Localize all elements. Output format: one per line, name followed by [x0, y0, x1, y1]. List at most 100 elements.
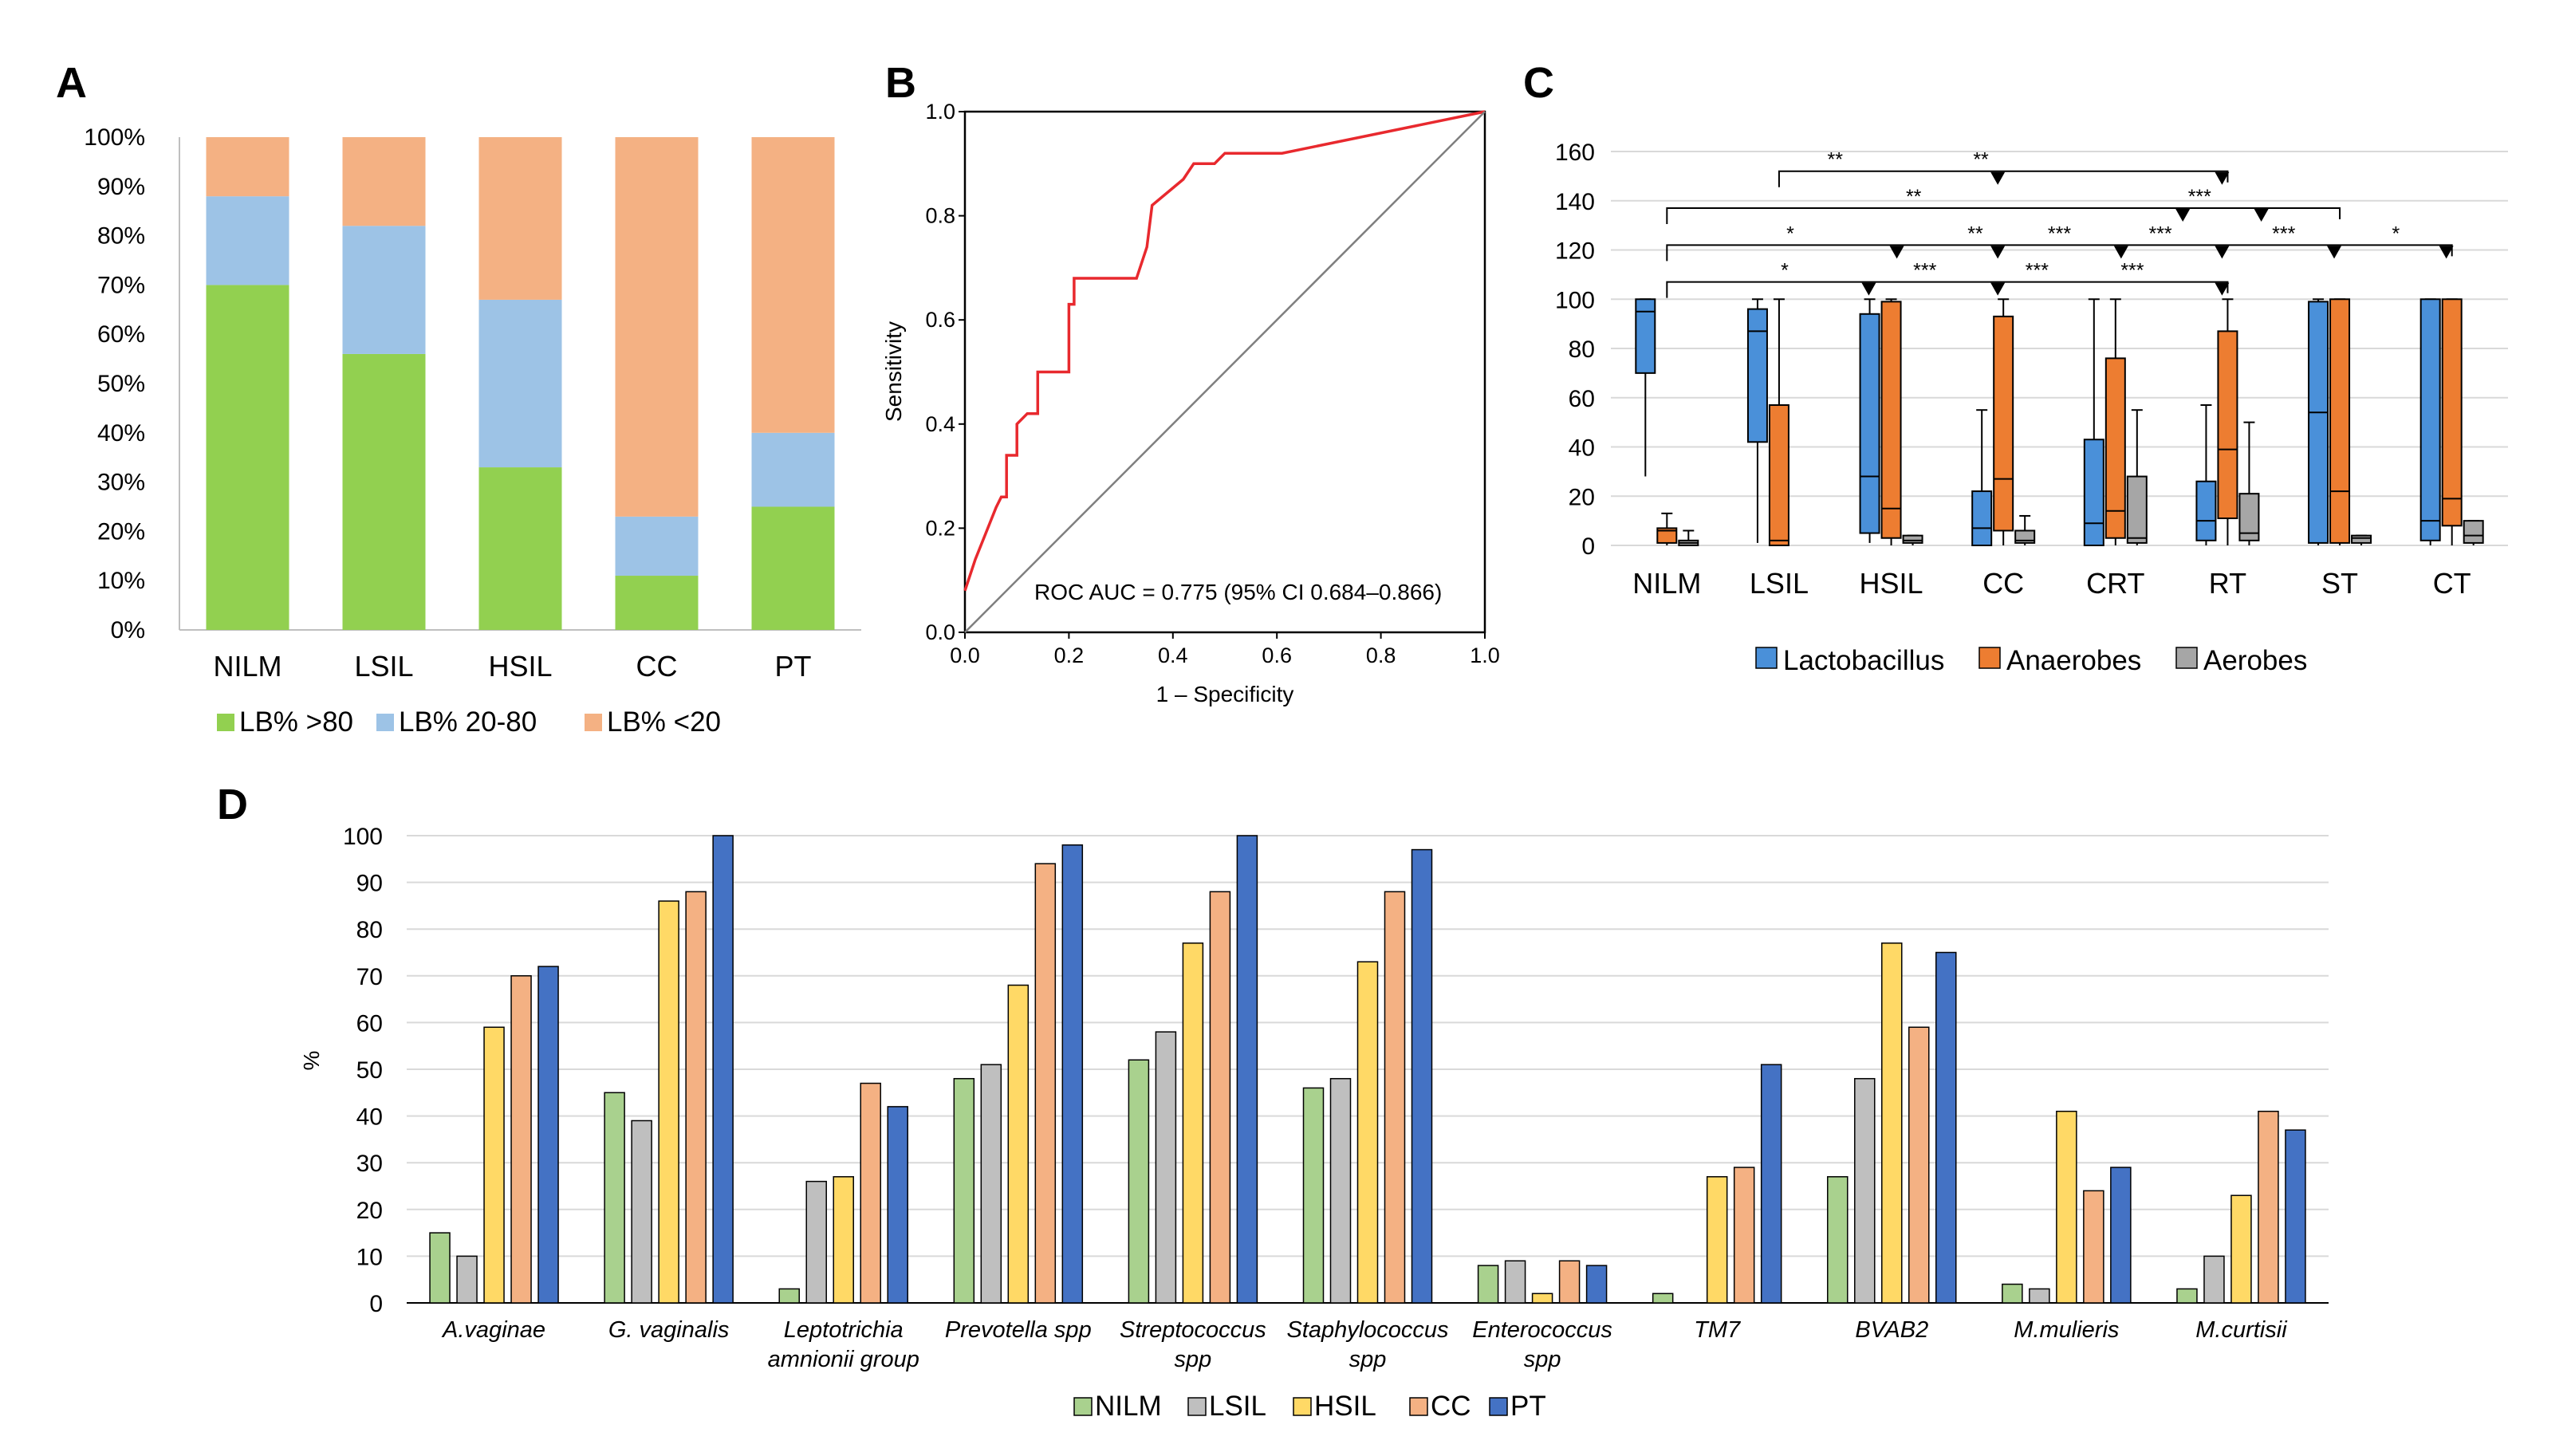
panel-d-bar-leptotrichia-amnionii-group-nilm: [778, 1288, 800, 1304]
panel-c-box-rt-anaerobes: [2217, 330, 2238, 520]
panel-c-box-ct-anaerobes: [2441, 298, 2463, 527]
panel-c-box-hsil-lactobacillus: [1859, 313, 1880, 534]
panel-d-category-label: spp: [1349, 1347, 1387, 1372]
panel-a-bar-nilm-lb-20-80: [206, 196, 289, 285]
panel-c-sig-row-1-label: **: [1973, 149, 1989, 171]
legend-label-lsil: LSIL: [1209, 1391, 1266, 1422]
legend-label-cc: CC: [1431, 1391, 1471, 1422]
panel-c-y-tick-label: 80: [1569, 336, 1595, 363]
panel-a-bar-cc-lb-20: [615, 137, 699, 517]
panel-c-letter: C: [1523, 59, 1554, 107]
panel-d-bar-enterococcus-spp-hsil: [1531, 1293, 1553, 1304]
panel-d-category-label: M.mulieris: [2014, 1317, 2119, 1343]
panel-c-sig-row-3-label: *: [2392, 222, 2400, 245]
legend-swatch-lactobacillus: [1755, 647, 1778, 669]
panel-d-bar-streptococcus-spp-nilm: [1128, 1059, 1150, 1304]
panel-b-x-tick-label: 0.2: [1054, 643, 1085, 667]
legend-swatch-lb-20-80: [376, 714, 394, 731]
panel-d-bar-m-mulieris-nilm: [2002, 1283, 2023, 1304]
panel-a-y-tick-label: 80%: [97, 223, 145, 250]
panel-c-y-tick-label: 160: [1555, 140, 1595, 166]
panel-c-box-hsil-aerobes: [1902, 534, 1923, 544]
panel-c-box-ct-aerobes: [2463, 520, 2484, 544]
panel-a-y-tick-label: 100%: [84, 124, 145, 151]
panel-c-category-label: CC: [1982, 567, 2024, 600]
panel-d-category-label: Streptococcus: [1120, 1317, 1266, 1343]
panel-c-sig-row-3-label: *: [1786, 222, 1794, 245]
panel-d-y-tick-label: 80: [356, 917, 383, 943]
panel-c-sig-row-1-arrow: [1990, 171, 2006, 185]
panel-b-ticks: 0.0 0.2 0.4 0.6 0.8 1.0 0.0 0.2 0.4 0.6 0.8 1.0: [925, 100, 1499, 667]
panel-d-bar-bvab2-cc: [1908, 1026, 1930, 1304]
panel-d-bar-tm7-cc: [1733, 1167, 1755, 1304]
panel-d-y-tick-label: 30: [356, 1151, 383, 1177]
panel-d: D 0 10 20 30 40 50 60 70 80 90 100 A.vaginae G. vag…: [217, 781, 2329, 1422]
panel-c-box-crt-aerobes: [2126, 475, 2148, 544]
panel-b-x-tick-label: 0.6: [1262, 643, 1292, 667]
panel-c-sig-row-2-bracket: [1666, 207, 2341, 225]
panel-a-y-tick-label: 50%: [97, 371, 145, 397]
panel-c-category-label: CT: [2433, 567, 2471, 600]
panel-d-bar-g-vaginalis-lsil: [631, 1120, 652, 1304]
panel-a-y-tick-label: 70%: [97, 272, 145, 298]
panel-d-bar-leptotrichia-amnionii-group-cc: [860, 1082, 881, 1304]
panel-c-y-tick-label: 140: [1555, 189, 1595, 215]
panel-d-category-label: spp: [1175, 1347, 1212, 1372]
panel-d-bar-enterococcus-spp-lsil: [1504, 1260, 1526, 1304]
panel-c-sig-row-3-arrow: [1990, 246, 2006, 259]
panel-c-box-crt-lactobacillus: [2083, 439, 2104, 546]
panel-b-x-tick-label: 0.0: [950, 643, 980, 667]
panel-d-bar-a-vaginae-pt: [537, 966, 559, 1304]
panel-d-bar-enterococcus-spp-cc: [1558, 1260, 1581, 1304]
panel-a-bar-lsil-lb-20-80: [342, 226, 426, 354]
panel-c-sig-row-3-arrow: [2215, 246, 2230, 259]
panel-c-box-st-lactobacillus: [2308, 301, 2329, 544]
panel-c-y-tick-label: 60: [1569, 386, 1595, 412]
panel-d-bar-m-mulieris-cc: [2083, 1190, 2104, 1304]
panel-b-x-label: 1 – Specificity: [1156, 682, 1294, 706]
legend-label-lb-over-80: LB% >80: [239, 706, 353, 738]
panel-c-sig-row-4-bracket: [1666, 281, 2229, 298]
legend-label-lb-under-20: LB% <20: [607, 706, 721, 738]
legend-swatch-lb-under-20: [585, 714, 602, 731]
panel-b-letter: B: [885, 59, 916, 107]
panel-b-line-reference: [964, 111, 1486, 633]
panel-b-y-tick-label: 1.0: [925, 100, 955, 124]
panel-d-bar-m-curtisii-nilm: [2176, 1288, 2198, 1304]
panel-d-bar-leptotrichia-amnionii-group-pt: [887, 1106, 908, 1304]
panel-d-y-tick-label: 0: [369, 1291, 383, 1317]
panel-a-y-tick-label: 90%: [97, 174, 145, 200]
panel-c-sig-row-2-arrow: [2254, 209, 2269, 222]
panel-d-bar-prevotella-spp-lsil: [980, 1064, 1002, 1304]
panel-c-sig-row-3-arrow: [1889, 246, 1904, 259]
panel-d-bar-g-vaginalis-hsil: [658, 900, 679, 1304]
panel-d-bar-enterococcus-spp-nilm: [1477, 1265, 1499, 1304]
panel-c-sig-row-3-label: ***: [2148, 222, 2171, 245]
panel-c-box-lsil-anaerobes: [1768, 404, 1789, 547]
panel-d-category-label: M.curtisii: [2195, 1317, 2288, 1343]
legend-label-nilm: NILM: [1095, 1391, 1162, 1422]
panel-d-bar-tm7-nilm: [1652, 1293, 1674, 1304]
panel-a-bar-nilm-lb-20: [206, 137, 289, 197]
panel-a-letter: A: [56, 59, 87, 107]
panel-d-bar-streptococcus-spp-cc: [1209, 891, 1231, 1304]
legend-label-pt: PT: [1510, 1391, 1546, 1422]
panel-a-category-label: PT: [774, 650, 811, 683]
panel-d-bar-prevotella-spp-cc: [1034, 863, 1057, 1304]
panel-c-category-label: RT: [2209, 567, 2246, 600]
panel-c-legend: Lactobacillus Anaerobes Aerobes: [1755, 645, 2307, 676]
panel-d-category-label: Prevotella spp: [945, 1317, 1092, 1343]
panel-d-y-tick-label: 10: [356, 1244, 383, 1270]
panel-c-sig-row-4-label: ***: [2026, 260, 2049, 282]
legend-swatch-lb-over-80: [217, 714, 234, 731]
panel-d-y-tick-label: 70: [356, 964, 383, 990]
legend-swatch-aerobes: [2175, 647, 2198, 669]
panel-a-category-label: HSIL: [488, 650, 552, 683]
panel-c-box-st-anaerobes: [2329, 298, 2351, 544]
panel-d-bar-bvab2-hsil: [1881, 942, 1903, 1304]
panel-d-bar-m-mulieris-pt: [2110, 1167, 2132, 1304]
panel-c-sig-row-4-label: *: [1781, 260, 1789, 282]
panel-d-bar-a-vaginae-cc: [510, 975, 532, 1304]
